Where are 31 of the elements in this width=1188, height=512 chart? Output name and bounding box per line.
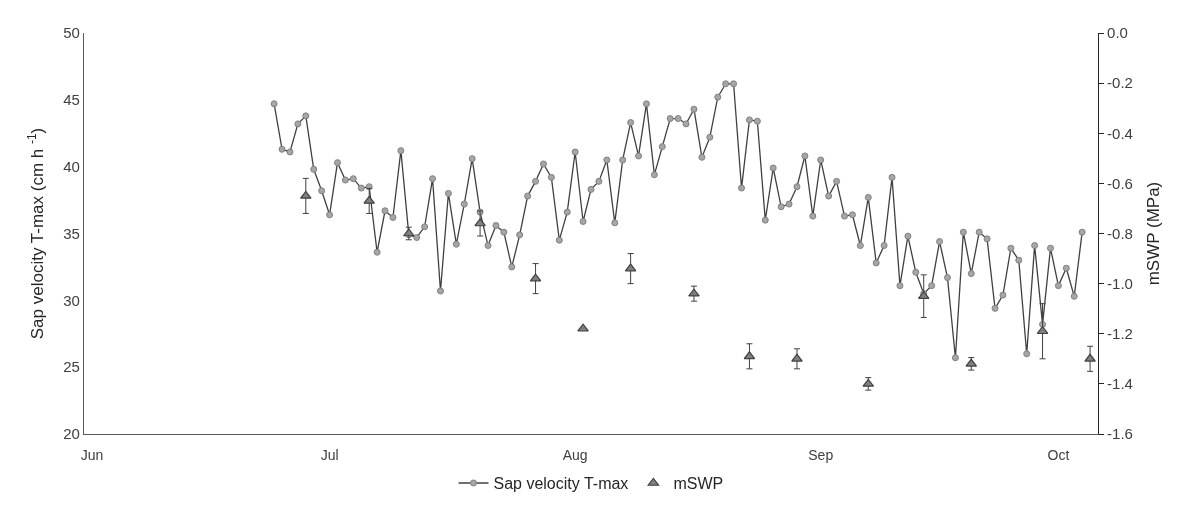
point: [791, 353, 803, 362]
y-tick-label: 25: [63, 358, 80, 376]
y2-tick-label: -1.0: [1107, 274, 1133, 292]
y-tick-label: 35: [63, 224, 80, 242]
point: [300, 190, 312, 199]
point: [688, 288, 700, 297]
y2-tick-label: -0.4: [1107, 124, 1133, 142]
legend-label: Sap velocity T-max: [493, 475, 629, 493]
y2-tick-label: -0.2: [1107, 74, 1133, 92]
point: [363, 195, 375, 204]
point: [1084, 353, 1096, 362]
y-tick-label: 45: [63, 91, 80, 109]
y2-tick-label: -0.8: [1107, 224, 1133, 242]
point: [577, 323, 589, 332]
y2-tick-label: -1.4: [1107, 375, 1133, 393]
x-tick-label: Jul: [320, 446, 339, 463]
y2-tick-label: 0.0: [1107, 24, 1128, 42]
y-tick-label: 50: [63, 24, 80, 42]
y2-tick-label: -1.6: [1107, 425, 1133, 443]
x-tick-label: Aug: [562, 446, 588, 463]
y2-tick-label: -1.2: [1107, 325, 1133, 342]
y-tick-label: 30: [63, 291, 80, 309]
y2-tick-label: -0.6: [1107, 174, 1133, 192]
x-tick-label: Jun: [80, 446, 104, 463]
x-tick-label: Sep: [808, 446, 834, 463]
y2-axis-title: mSWP (MPa): [1144, 181, 1164, 286]
y-tick-label: 20: [63, 425, 80, 443]
x-tick-label: Oct: [1047, 446, 1070, 463]
y-tick-label: 40: [63, 157, 80, 175]
legend-label: mSWP: [673, 475, 724, 493]
point: [474, 218, 486, 227]
